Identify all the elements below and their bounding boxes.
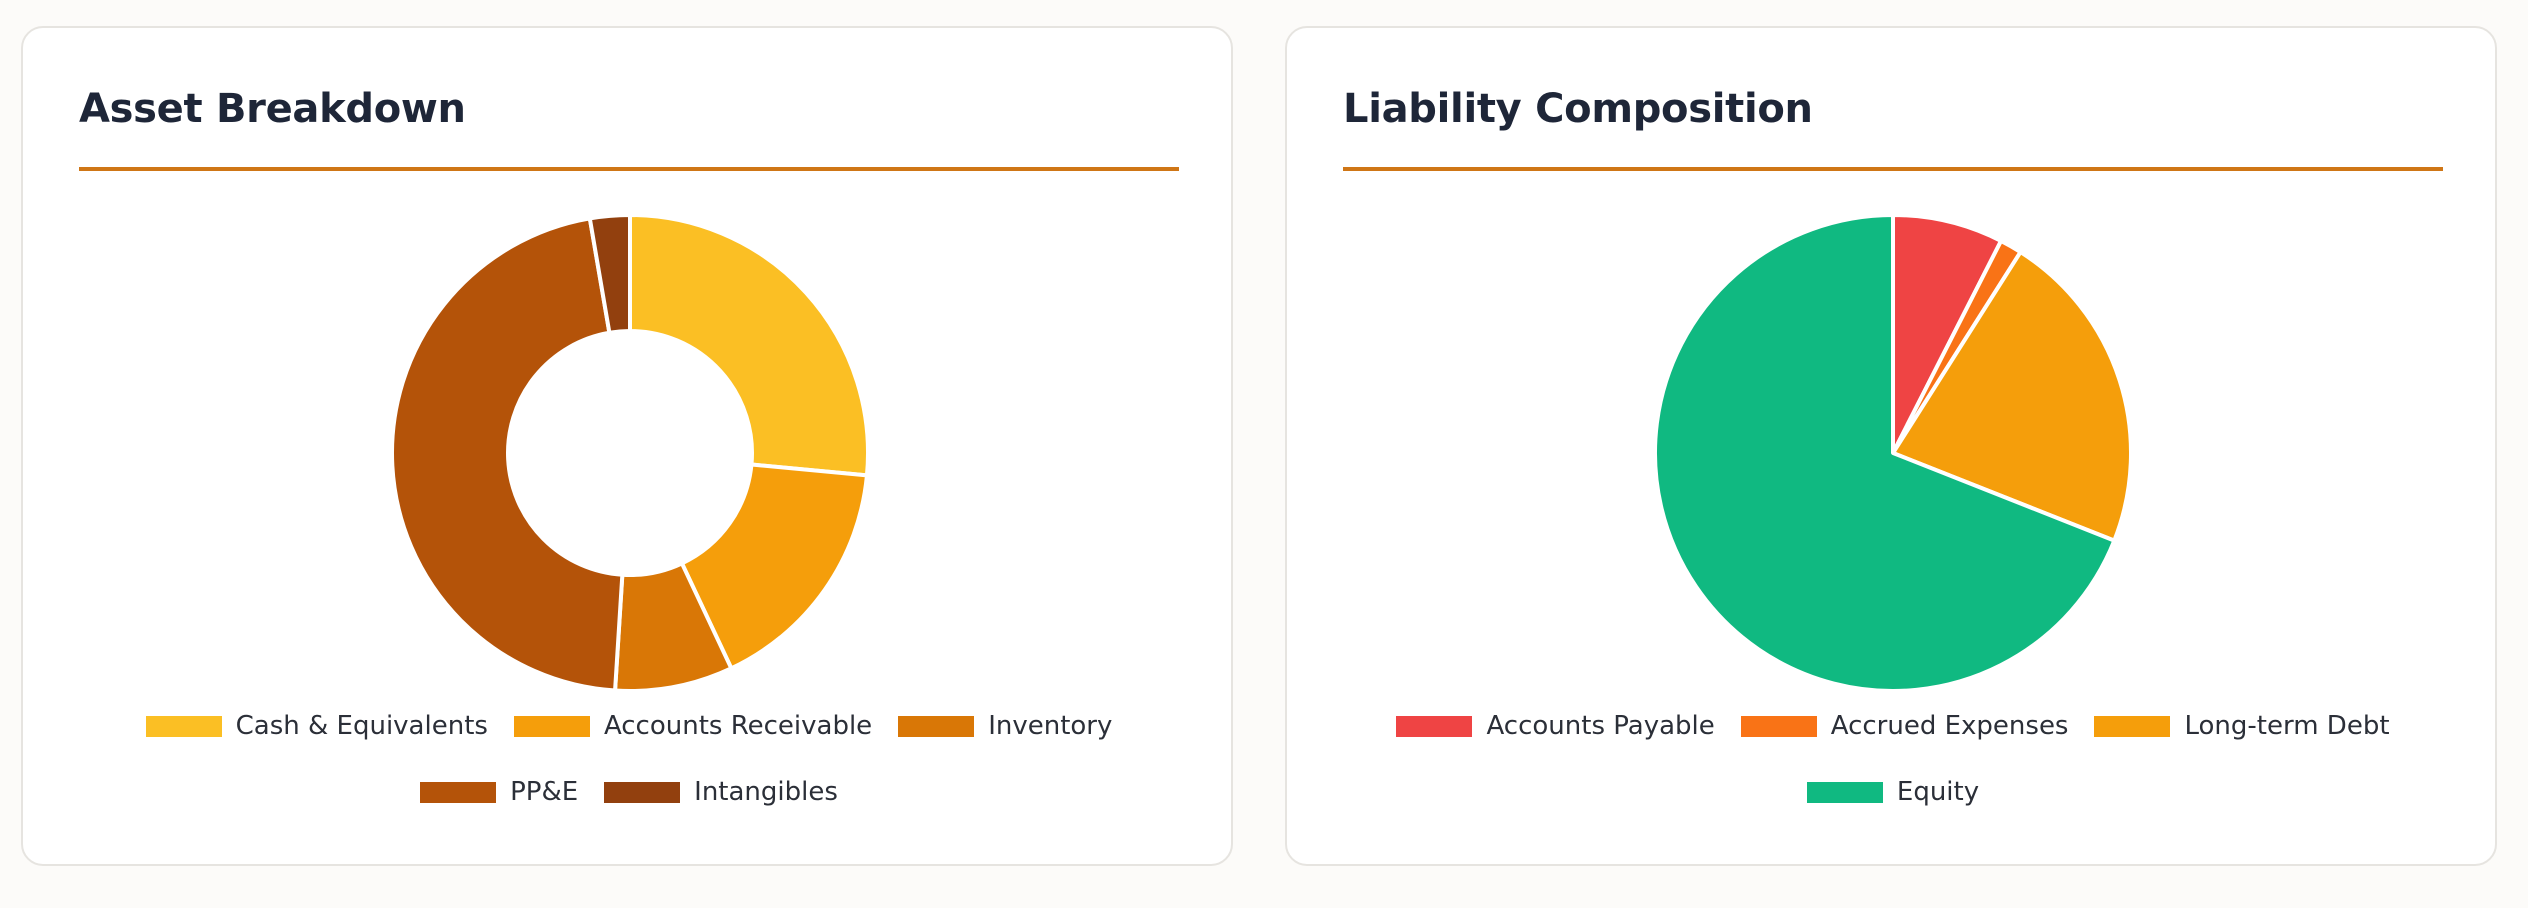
slice-long-term-debt[interactable] <box>1891 250 2133 543</box>
slice-ppande[interactable] <box>390 216 625 693</box>
asset-breakdown-legend: Cash & Equivalents Accounts Receivable Inv… <box>79 711 1179 807</box>
legend-label: Accounts Payable <box>1486 711 1715 741</box>
legend-item-ppande[interactable]: PP&E <box>420 777 578 807</box>
legend-swatch <box>604 781 681 803</box>
legend-item-equity[interactable]: Equity <box>1806 777 1980 807</box>
title-underline <box>79 167 1179 171</box>
liability-composition-title: Liability Composition <box>1343 86 1813 132</box>
legend-item-long-term-debt[interactable]: Long-term Debt <box>2094 711 2390 741</box>
legend-swatch <box>2094 715 2171 737</box>
liability-composition-pie-chart <box>1653 213 2133 693</box>
liability-composition-legend: Accounts Payable Accrued Expenses Long-ter… <box>1343 711 2443 807</box>
legend-label: PP&E <box>510 777 579 807</box>
legend-label: Long-term Debt <box>2184 711 2390 741</box>
slice-equity[interactable] <box>1653 213 2117 693</box>
title-underline <box>1343 167 2443 171</box>
legend-item-intangibles[interactable]: Intangibles <box>604 777 838 807</box>
legend-item-accrued-expenses[interactable]: Accrued Expenses <box>1740 711 2069 741</box>
legend-swatch <box>1740 715 1817 737</box>
liability-composition-card: Liability Composition Accounts Payable Ac… <box>1285 26 2497 866</box>
legend-swatch <box>513 715 590 737</box>
legend-label: Inventory <box>988 711 1113 741</box>
legend-swatch <box>145 715 222 737</box>
legend-swatch <box>420 781 497 803</box>
legend-swatch <box>1806 781 1883 803</box>
slice-accounts-payable[interactable] <box>1891 213 2004 455</box>
asset-breakdown-card: Asset Breakdown Cash & Equivalents Accoun… <box>21 26 1233 866</box>
asset-breakdown-doughnut-chart <box>390 213 870 693</box>
legend-swatch <box>1396 715 1473 737</box>
legend-item-inventory[interactable]: Inventory <box>898 711 1112 741</box>
legend-swatch <box>898 715 975 737</box>
legend-label: Accounts Receivable <box>603 711 873 741</box>
legend-item-accounts-payable[interactable]: Accounts Payable <box>1396 711 1715 741</box>
asset-breakdown-title: Asset Breakdown <box>79 86 466 132</box>
legend-label: Cash & Equivalents <box>235 711 488 741</box>
slice-accounts-receivable[interactable] <box>679 462 869 671</box>
legend-label: Accrued Expenses <box>1830 711 2069 741</box>
slice-cash-and-equivalents[interactable] <box>628 213 870 478</box>
legend-label: Equity <box>1896 777 1980 807</box>
slice-intangibles[interactable] <box>587 213 632 335</box>
legend-item-accounts-receivable[interactable]: Accounts Receivable <box>513 711 873 741</box>
legend-item-cash-and-equivalents[interactable]: Cash & Equivalents <box>145 711 488 741</box>
legend-label: Intangibles <box>694 777 838 807</box>
